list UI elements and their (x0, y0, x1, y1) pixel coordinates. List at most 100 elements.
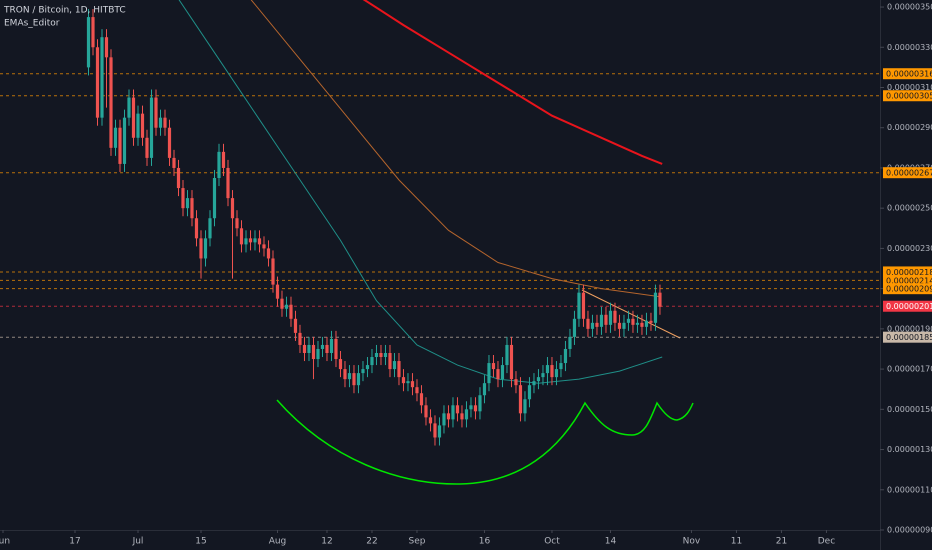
price-label: 0.0000030590 (886, 92, 932, 101)
candle-body (145, 137, 149, 158)
candle-body (185, 198, 190, 209)
candle-body (127, 97, 131, 118)
candle-body (410, 381, 415, 388)
candle-body (460, 413, 464, 420)
candle-body (266, 248, 271, 259)
y-tick-label: 0.0000019000 (887, 324, 932, 333)
candle-body (122, 117, 127, 164)
candle-body (653, 292, 658, 323)
y-tick-label: 0.0000031000 (887, 83, 932, 92)
candle-body (496, 369, 500, 380)
candle-body (275, 284, 280, 299)
candle-body (212, 178, 217, 219)
trend-line (581, 289, 681, 339)
x-tick-label: Sep (408, 537, 425, 547)
candle-body (221, 151, 226, 168)
candle-body (433, 423, 437, 438)
candle-body (554, 369, 559, 378)
x-tick-label: Jun (0, 537, 10, 547)
ema-line (250, 0, 661, 298)
y-tick-label: 0.0000025000 (887, 204, 932, 213)
candle-body (217, 151, 221, 179)
ema-line (362, 0, 663, 165)
candle-body (248, 238, 253, 243)
x-tick-label: 16 (479, 537, 491, 547)
price-label: 0.0000031685 (886, 70, 932, 79)
candle-body (590, 322, 595, 329)
candle-body (289, 304, 293, 319)
candle-body (280, 298, 284, 309)
price-label: 0.0000018586 (886, 333, 932, 342)
y-tick-label: 0.0000009000 (887, 526, 932, 535)
candle-body (464, 409, 469, 420)
candle-body (370, 357, 374, 366)
candle-body (401, 377, 406, 384)
candle-body (131, 97, 136, 138)
candle-body (469, 405, 473, 410)
x-tick-label: Dec (818, 537, 835, 547)
price-label: 0.0000021830 (886, 268, 932, 277)
candle-body (415, 387, 419, 394)
y-tick-label: 0.0000033000 (887, 43, 932, 52)
candle-body (617, 322, 622, 329)
x-tick-label: 15 (195, 537, 206, 547)
candle-body (608, 310, 613, 325)
candle-body (658, 292, 662, 307)
candle-body (644, 320, 649, 327)
price-label: 0.0000020125 (886, 302, 932, 311)
candle-body (235, 218, 239, 229)
candle-body (482, 383, 487, 396)
candle-body (523, 399, 527, 414)
candle-body (626, 318, 631, 323)
candle-body (311, 344, 316, 360)
x-tick-label: 21 (776, 537, 787, 547)
chart-title: TRON / Bitcoin, 1D, HITBTC (3, 6, 126, 16)
candle-body (392, 361, 397, 370)
candle-body (163, 117, 167, 128)
overlay: 0.0000009000 0.0000011000 0.0000013000 0.00… (0, 3, 932, 547)
candle-body (194, 218, 199, 239)
candle-body (365, 365, 370, 370)
price-label: 0.0000026764 (886, 169, 932, 178)
price-label-box (883, 331, 932, 343)
candle-body (361, 369, 365, 374)
candle-body (586, 318, 590, 329)
candle-body (374, 352, 379, 358)
x-tick-label: 12 (321, 537, 332, 547)
candle-body (397, 361, 401, 378)
y-tick-label: 0.0000029000 (887, 123, 932, 132)
candle-body (356, 373, 361, 386)
candle-body (100, 37, 104, 118)
price-label-box (883, 274, 932, 286)
candle-body (86, 17, 91, 68)
candle-body (190, 198, 194, 219)
ema-line (178, 0, 663, 384)
candle-body (325, 344, 329, 353)
price-label-box (883, 167, 932, 179)
candle-body (244, 238, 248, 245)
candle-body (545, 365, 550, 374)
y-tick-label: 0.0000015000 (887, 405, 932, 414)
candle-body (199, 238, 203, 259)
candle-body (113, 127, 118, 148)
price-label-box (883, 90, 932, 102)
candle-body (581, 292, 586, 319)
candle-body (604, 314, 608, 325)
x-tick-label: Jul (132, 537, 144, 547)
price-label-box (883, 283, 932, 295)
candle-body (613, 310, 617, 323)
candle-body (208, 218, 212, 239)
candle-body (167, 127, 172, 158)
x-tick-label: 14 (605, 537, 617, 547)
plot-area (0, 0, 880, 446)
candle-body (320, 344, 325, 349)
candle-body (298, 332, 302, 345)
price-label: 0.0000020998 (886, 285, 932, 294)
x-tick-label: 22 (366, 537, 377, 547)
candle-body (455, 405, 460, 414)
price-label: 0.0000021409 (886, 276, 932, 285)
x-tick-label: Oct (544, 537, 560, 547)
candle-body (284, 304, 289, 309)
